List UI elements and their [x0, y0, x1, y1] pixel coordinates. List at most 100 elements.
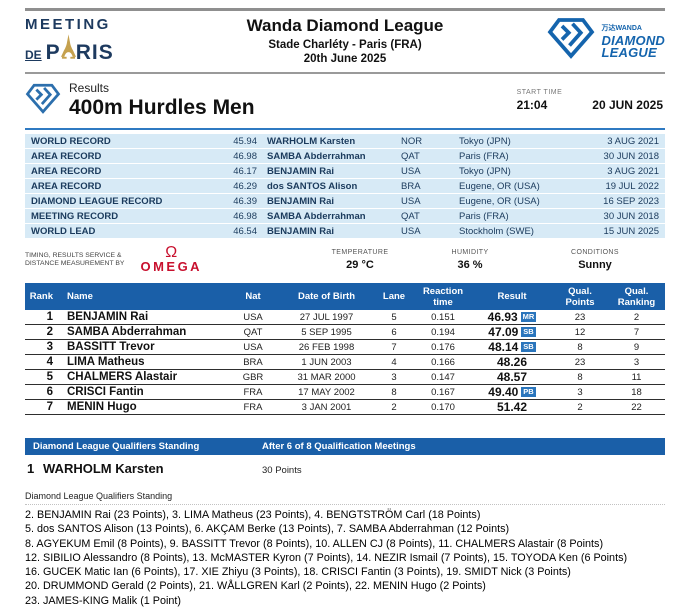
- record-venue: Paris (FRA): [459, 210, 509, 222]
- record-date: 3 AUG 2021: [607, 135, 659, 147]
- record-holder: dos SANTOS Alison: [267, 180, 358, 192]
- athlete-nat: FRA: [243, 386, 263, 398]
- athlete-nat: USA: [243, 341, 263, 353]
- athlete-lane: 4: [391, 356, 397, 368]
- record-nation: USA: [401, 225, 421, 237]
- leader-rank: 1: [27, 461, 35, 476]
- meeting-logo-line1: MEETING: [25, 16, 111, 33]
- record-badge: PB: [521, 386, 536, 398]
- athlete-rank: 3: [46, 341, 53, 353]
- col-dob: Date of Birth: [298, 291, 355, 302]
- athlete-rank: 1: [46, 311, 53, 323]
- humidity-value: 36 %: [457, 259, 483, 271]
- record-venue: Stockholm (SWE): [459, 225, 534, 237]
- records-table: WORLD RECORD 45.94 WARHOLM Karsten NOR T…: [25, 134, 665, 239]
- athlete-qual-points: 23: [574, 311, 586, 323]
- athlete-dob: 3 JAN 2001: [301, 401, 352, 413]
- athlete-result: 48.57: [496, 370, 528, 384]
- col-lane: Lane: [382, 291, 406, 302]
- athlete-nat: GBR: [242, 371, 264, 383]
- athlete-qual-points: 3: [577, 386, 583, 398]
- temperature-label: TEMPERATURE: [331, 249, 389, 256]
- athlete-rank: 5: [46, 371, 53, 383]
- omega-logo-icon: Ω OMEGA: [140, 244, 203, 275]
- record-label: WORLD LEAD: [31, 225, 96, 237]
- start-time-label: START TIME: [516, 89, 563, 96]
- athlete-dob: 26 FEB 1998: [298, 341, 355, 353]
- athlete-name: CHALMERS Alastair: [67, 371, 178, 383]
- athlete-nat: QAT: [243, 326, 263, 338]
- athlete-result: 47.09: [488, 325, 519, 339]
- athlete-qual-points: 23: [574, 356, 586, 368]
- leader-name: WARHOLM Karsten: [43, 461, 164, 476]
- record-date: 30 JUN 2018: [603, 210, 659, 222]
- record-badge: SB: [521, 326, 536, 338]
- athlete-name: CRISCI Fantin: [67, 386, 144, 398]
- athlete-reaction: 0.147: [431, 371, 455, 383]
- record-label: AREA RECORD: [31, 150, 102, 162]
- record-holder: SAMBA Abderrahman: [267, 210, 366, 222]
- results-divider: [25, 128, 665, 130]
- record-badge: MR: [520, 311, 537, 323]
- record-row: AREA RECORD 46.29 dos SANTOS Alison BRA …: [25, 179, 665, 194]
- athlete-reaction: 0.166: [431, 356, 455, 368]
- athlete-nat: FRA: [243, 401, 263, 413]
- athlete-qual-ranking: 18: [631, 386, 642, 398]
- athlete-nat: USA: [243, 311, 263, 323]
- athlete-lane: 5: [391, 311, 397, 323]
- record-date: 19 JUL 2022: [605, 180, 659, 192]
- athlete-qual-ranking: 7: [633, 326, 640, 338]
- result-row: 4 LIMA Matheus BRA 1 JUN 2003 4 0.166 48…: [25, 355, 665, 370]
- record-nation: NOR: [401, 135, 423, 147]
- col-nat: Nat: [245, 291, 261, 302]
- record-mark: 46.98: [233, 210, 257, 222]
- record-row: MEETING RECORD 46.98 SAMBA Abderrahman Q…: [25, 209, 665, 224]
- record-mark: 46.98: [233, 150, 257, 162]
- humidity-block: HUMIDITY 36 %: [415, 249, 525, 271]
- qualifiers-bar-title: Diamond League Qualifiers Standing: [33, 441, 200, 452]
- result-row: 5 CHALMERS Alastair GBR 31 MAR 2000 3 0.…: [25, 370, 665, 385]
- athlete-dob: 5 SEP 1995: [301, 326, 352, 338]
- qualifiers-standing-bar: Diamond League Qualifiers Standing After…: [25, 438, 665, 455]
- record-mark: 46.54: [233, 225, 257, 237]
- qualifiers-line: 20. DRUMMOND Gerald (2 Points), 21. WÅLL…: [25, 580, 486, 593]
- athlete-dob: 31 MAR 2000: [297, 371, 356, 383]
- record-label: AREA RECORD: [31, 165, 102, 177]
- wanda-diamond-icon: [547, 17, 595, 64]
- result-row: 1 BENJAMIN Rai USA 27 JUL 1997 5 0.151 4…: [25, 310, 665, 325]
- result-row: 7 MENIN Hugo FRA 3 JAN 2001 2 0.170 51.4…: [25, 400, 665, 415]
- wanda-logo-league-text: LEAGUE: [601, 44, 657, 60]
- athlete-dob: 17 MAY 2002: [298, 386, 355, 398]
- event-title: 400m Hurdles Men: [69, 96, 255, 119]
- wanda-logo-diamond-text: DIAMOND: [601, 32, 665, 48]
- athlete-result: 48.14: [488, 340, 519, 354]
- athlete-qual-ranking: 11: [631, 371, 642, 383]
- athlete-qual-ranking: 9: [633, 341, 640, 353]
- athlete-reaction: 0.176: [431, 341, 455, 353]
- result-row: 2 SAMBA Abderrahman QAT 5 SEP 1995 6 0.1…: [25, 325, 665, 340]
- athlete-lane: 3: [391, 371, 397, 383]
- athlete-dob: 1 JUN 2003: [301, 356, 352, 368]
- leader-points: 30 Points: [262, 465, 302, 476]
- result-row: 3 BASSITT Trevor USA 26 FEB 1998 7 0.176…: [25, 340, 665, 355]
- venue: Stade Charléty - Paris (FRA): [268, 39, 422, 51]
- athlete-name: BENJAMIN Rai: [67, 311, 149, 323]
- athlete-nat: BRA: [243, 356, 263, 368]
- record-label: WORLD RECORD: [31, 135, 111, 147]
- qualifiers-line: 12. SIBILIO Alessandro (8 Points), 13. M…: [25, 551, 628, 564]
- diamond-results-icon: [25, 83, 61, 119]
- record-label: DIAMOND LEAGUE RECORD: [31, 195, 163, 207]
- record-date: 15 JUN 2025: [603, 225, 659, 237]
- record-venue: Tokyo (JPN): [459, 135, 511, 147]
- result-row: 6 CRISCI Fantin FRA 17 MAY 2002 8 0.167 …: [25, 385, 665, 400]
- record-mark: 46.29: [233, 180, 257, 192]
- weather-value: Sunny: [578, 259, 612, 271]
- qualifiers-line: 23. JAMES-KING Malik (1 Point): [25, 594, 181, 607]
- athlete-rank: 7: [46, 401, 53, 413]
- athlete-reaction: 0.170: [431, 401, 455, 413]
- qualifiers-line: 8. AGYEKUM Emil (8 Points), 9. BASSITT T…: [25, 537, 604, 550]
- col-result: Result: [497, 291, 527, 302]
- timing-service-label: TIMING, RESULTS SERVICE & DISTANCE MEASU…: [25, 251, 125, 268]
- record-holder: SAMBA Abderrahman: [267, 150, 366, 162]
